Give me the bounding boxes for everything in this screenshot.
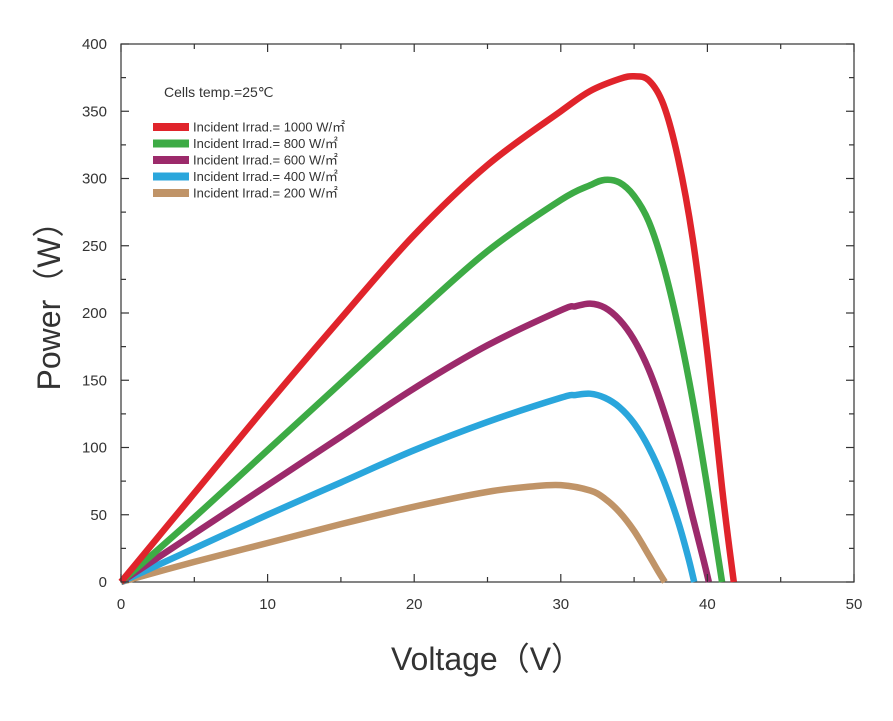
y-tick-label: 250 — [82, 238, 107, 255]
x-tick-label: 10 — [259, 596, 276, 613]
legend-label: Incident Irrad.= 200 W/㎡ — [193, 186, 338, 201]
x-tick-label: 50 — [846, 596, 863, 613]
ticks-group: 0 10 20 30 40 50 0 50 100 150 200 250 300 350 400 — [82, 36, 862, 613]
legend-swatch — [153, 139, 189, 148]
x-tick-label: 40 — [699, 596, 716, 613]
legend-label: Incident Irrad.= 400 W/㎡ — [193, 169, 338, 184]
legend-swatch — [153, 123, 189, 131]
legend-label: Incident Irrad.= 800 W/㎡ — [193, 136, 338, 151]
temperature-annotation: Cells temp.=25℃ — [164, 84, 274, 100]
series-line-3 — [119, 390, 698, 585]
y-tick-label: 0 — [99, 574, 107, 591]
x-tick-label: 20 — [406, 596, 423, 613]
series-line-0 — [118, 72, 738, 585]
x-tick-label: 0 — [117, 596, 125, 613]
series-line-2 — [119, 300, 713, 585]
y-tick-label: 300 — [82, 171, 107, 188]
legend-swatch — [153, 172, 189, 181]
legend-swatch — [153, 156, 189, 164]
y-tick-label: 50 — [90, 507, 107, 524]
series-group — [118, 72, 738, 586]
y-tick-label: 200 — [82, 305, 107, 322]
x-axis-title: Voltage（V） — [391, 641, 583, 677]
x-tick-label: 30 — [552, 596, 569, 613]
y-tick-label: 400 — [82, 36, 107, 53]
series-line-1 — [118, 176, 726, 585]
legend-swatch — [153, 189, 189, 197]
legend-label: Incident Irrad.= 1000 W/㎡ — [193, 120, 345, 135]
y-tick-label: 350 — [82, 103, 107, 120]
y-tick-label: 150 — [82, 372, 107, 389]
legend-label: Incident Irrad.= 600 W/㎡ — [193, 153, 338, 168]
y-axis-title: Power（W） — [31, 206, 67, 391]
series-line-4 — [120, 481, 668, 586]
y-tick-label: 100 — [82, 440, 107, 457]
